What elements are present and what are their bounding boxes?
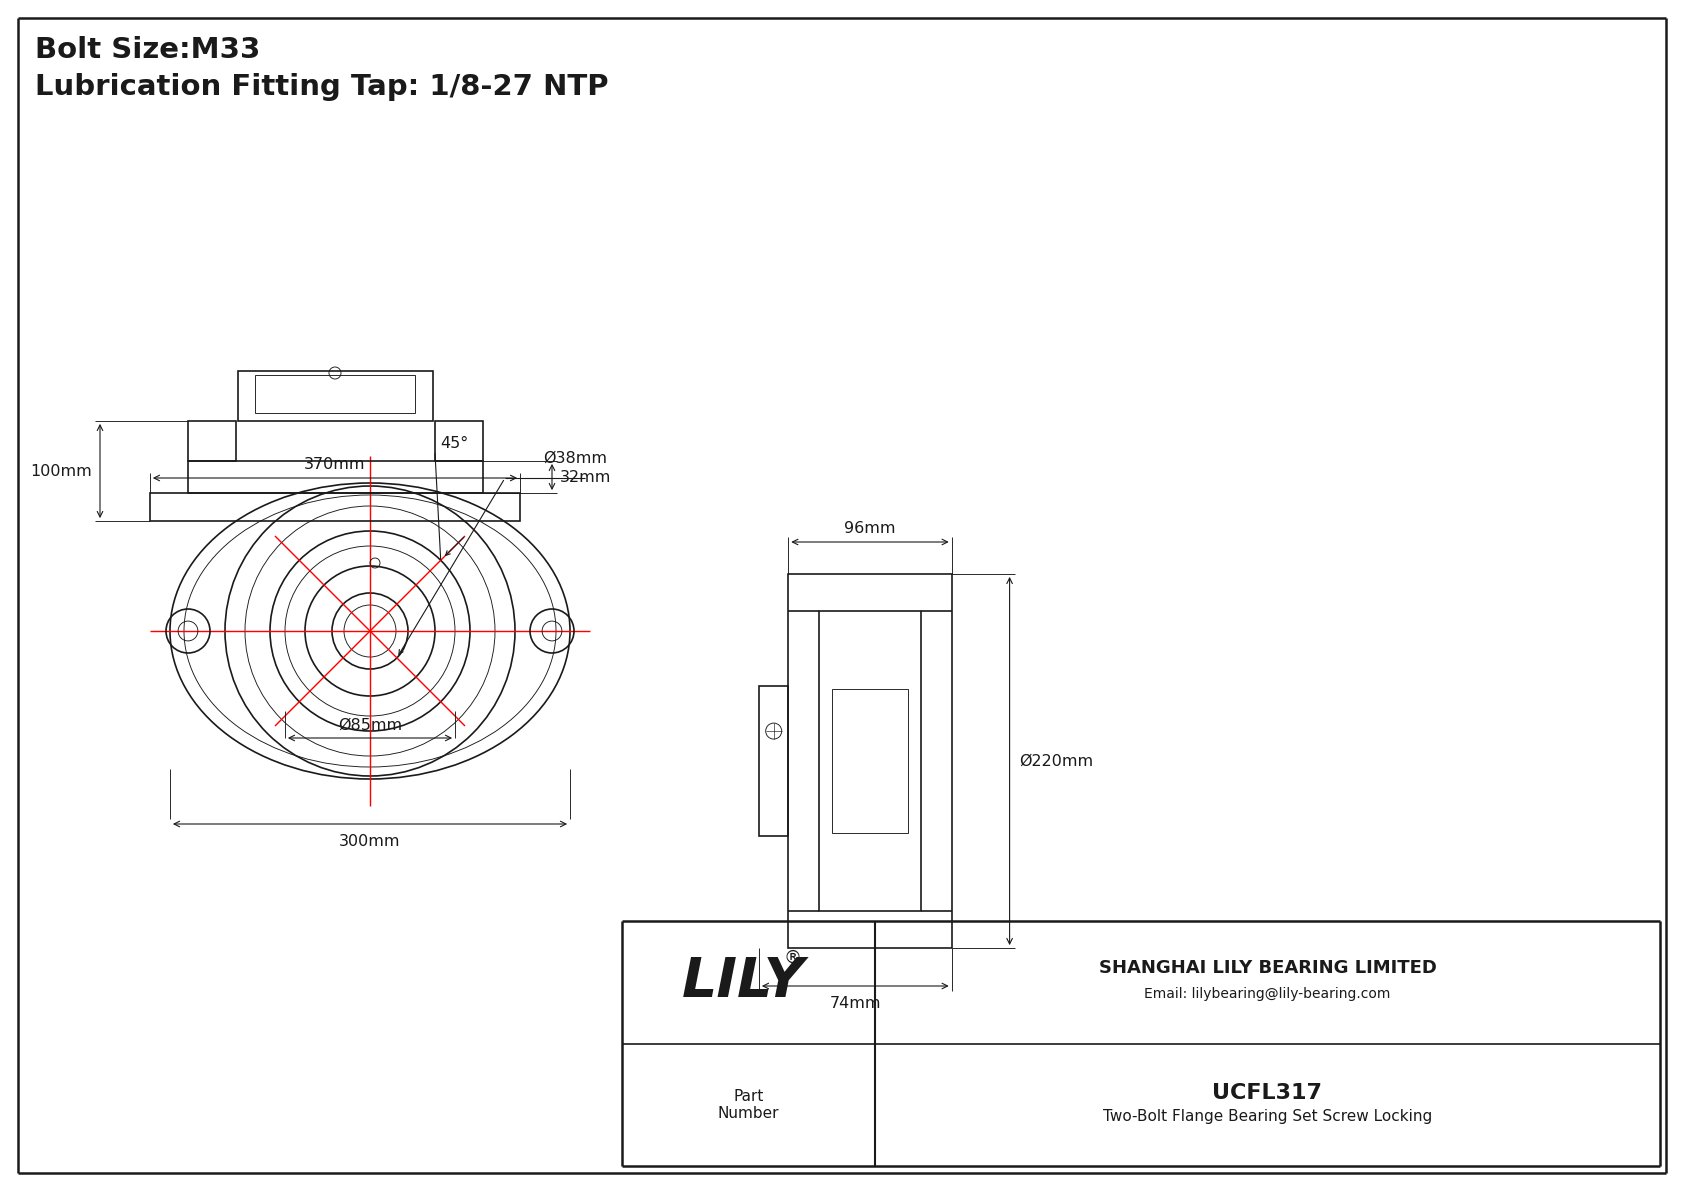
Text: 74mm: 74mm <box>830 996 881 1011</box>
Bar <box>788 574 951 948</box>
Bar <box>434 420 483 461</box>
Bar <box>237 372 433 420</box>
Text: Ø38mm: Ø38mm <box>542 451 606 466</box>
Bar <box>832 690 908 833</box>
Bar <box>759 686 788 836</box>
Bar <box>254 375 414 413</box>
Text: 300mm: 300mm <box>338 834 401 849</box>
Bar <box>187 461 483 493</box>
Text: Bolt Size:M33: Bolt Size:M33 <box>35 36 261 64</box>
Bar <box>820 611 921 911</box>
Text: Part
Number: Part Number <box>717 1089 780 1121</box>
Text: Lubrication Fitting Tap: 1/8-27 NTP: Lubrication Fitting Tap: 1/8-27 NTP <box>35 73 608 101</box>
Text: Email: lilybearing@lily-bearing.com: Email: lilybearing@lily-bearing.com <box>1145 987 1391 1002</box>
Text: Ø85mm: Ø85mm <box>338 718 402 732</box>
Text: 100mm: 100mm <box>30 463 93 479</box>
Text: LILY: LILY <box>682 955 805 1009</box>
Text: 370mm: 370mm <box>305 457 365 472</box>
Text: 45°: 45° <box>440 436 468 451</box>
Text: Ø220mm: Ø220mm <box>1019 754 1093 768</box>
Text: 96mm: 96mm <box>844 520 896 536</box>
Bar <box>150 493 520 520</box>
Bar <box>187 420 236 461</box>
Text: UCFL317: UCFL317 <box>1212 1083 1322 1103</box>
Text: SHANGHAI LILY BEARING LIMITED: SHANGHAI LILY BEARING LIMITED <box>1098 959 1436 978</box>
Text: 32mm: 32mm <box>561 469 611 485</box>
Text: Two-Bolt Flange Bearing Set Screw Locking: Two-Bolt Flange Bearing Set Screw Lockin… <box>1103 1109 1431 1124</box>
Text: ®: ® <box>783 948 802 966</box>
